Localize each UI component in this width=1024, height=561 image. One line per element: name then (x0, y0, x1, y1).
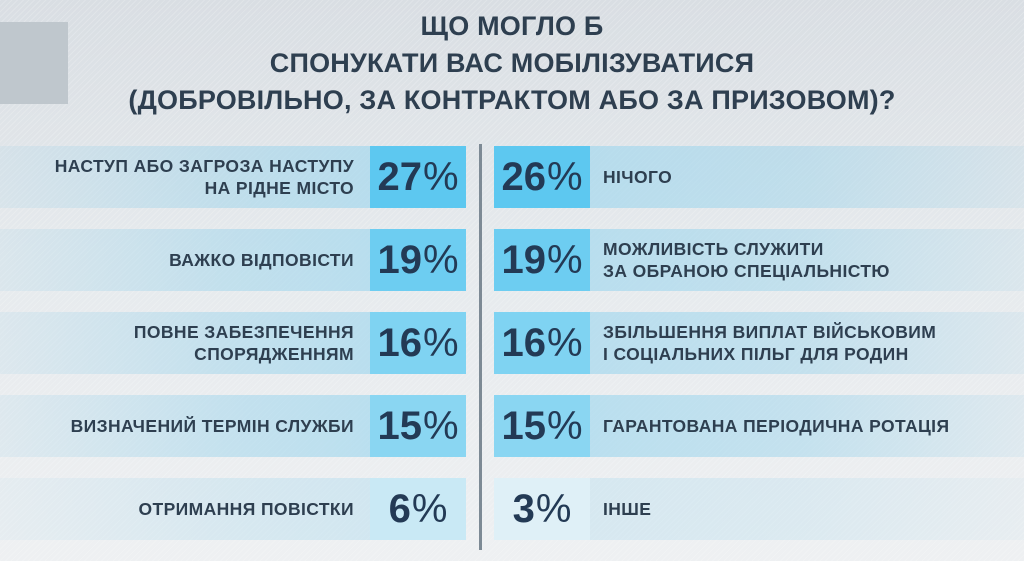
left-value: 27 (377, 154, 422, 199)
right-label-line-1: НІЧОГО (603, 167, 673, 187)
right-value-box: 19% (494, 229, 590, 291)
left-value: 16 (377, 320, 422, 365)
left-label-line-1: ОТРИМАННЯ ПОВІСТКИ (138, 499, 354, 519)
left-label: ОТРИМАННЯ ПОВІСТКИ (138, 478, 354, 540)
right-value-box: 16% (494, 312, 590, 374)
row-band-left (0, 478, 370, 540)
left-value: 15 (377, 403, 422, 448)
right-label: ІНШЕ (603, 478, 651, 540)
left-value-box: 27% (370, 146, 466, 208)
percent-sign: % (535, 486, 572, 531)
row-band-right (590, 146, 1024, 208)
row-band-right (590, 478, 1024, 540)
percent-sign: % (422, 154, 459, 199)
percent-sign: % (546, 237, 583, 282)
left-label: ВАЖКО ВІДПОВІСТИ (169, 229, 354, 291)
right-value-box: 15% (494, 395, 590, 457)
percent-sign: % (422, 320, 459, 365)
left-label-line-1: ПОВНЕ ЗАБЕЗПЕЧЕННЯ (133, 322, 354, 342)
right-label-line-1: ЗБІЛЬШЕННЯ ВИПЛАТ ВІЙСЬКОВИМ (603, 322, 937, 342)
result-row: ВАЖКО ВІДПОВІСТИ 19% 19% МОЖЛИВІСТЬ СЛУЖ… (0, 229, 1024, 291)
row-band-right (590, 229, 1024, 291)
right-label: ГАРАНТОВАНА ПЕРІОДИЧНА РОТАЦІЯ (603, 395, 949, 457)
result-row: ПОВНЕ ЗАБЕЗПЕЧЕННЯ СПОРЯДЖЕННЯМ 16% 16% … (0, 312, 1024, 374)
right-value: 16 (501, 320, 546, 365)
result-row: ОТРИМАННЯ ПОВІСТКИ 6% 3% ІНШЕ (0, 478, 1024, 540)
result-row: НАСТУП АБО ЗАГРОЗА НАСТУПУ НА РІДНЕ МІСТ… (0, 146, 1024, 208)
row-band-left (0, 312, 370, 374)
title-line-1: ЩО МОГЛО Б (420, 11, 604, 41)
right-value: 19 (501, 237, 546, 282)
title-line-3: (ДОБРОВІЛЬНО, ЗА КОНТРАКТОМ АБО ЗА ПРИЗО… (128, 85, 896, 115)
right-value: 26 (501, 154, 546, 199)
chart-title: ЩО МОГЛО Б СПОНУКАТИ ВАС МОБІЛІЗУВАТИСЯ … (0, 8, 1024, 119)
row-band-right (590, 312, 1024, 374)
right-label: ЗБІЛЬШЕННЯ ВИПЛАТ ВІЙСЬКОВИМ І СОЦІАЛЬНИ… (603, 312, 936, 374)
title-line-2: СПОНУКАТИ ВАС МОБІЛІЗУВАТИСЯ (269, 48, 755, 78)
percent-sign: % (411, 486, 448, 531)
right-label: НІЧОГО (603, 146, 672, 208)
left-label-line-1: ВИЗНАЧЕНИЙ ТЕРМІН СЛУЖБИ (70, 416, 354, 436)
percent-sign: % (546, 154, 583, 199)
left-label-line-1: ВАЖКО ВІДПОВІСТИ (169, 250, 354, 270)
left-label-line-2: НА РІДНЕ МІСТО (204, 178, 354, 198)
left-label: ПОВНЕ ЗАБЕЗПЕЧЕННЯ СПОРЯДЖЕННЯМ (134, 312, 354, 374)
row-band-left (0, 146, 370, 208)
percent-sign: % (546, 403, 583, 448)
right-label-line-1: МОЖЛИВІСТЬ СЛУЖИТИ (603, 239, 824, 259)
left-label: НАСТУП АБО ЗАГРОЗА НАСТУПУ НА РІДНЕ МІСТ… (55, 146, 354, 208)
row-band-left (0, 229, 370, 291)
percent-sign: % (422, 237, 459, 282)
left-label: ВИЗНАЧЕНИЙ ТЕРМІН СЛУЖБИ (71, 395, 354, 457)
percent-sign: % (422, 403, 459, 448)
right-value: 15 (501, 403, 546, 448)
left-value: 19 (377, 237, 422, 282)
left-label-line-2: СПОРЯДЖЕННЯМ (194, 344, 354, 364)
result-row: ВИЗНАЧЕНИЙ ТЕРМІН СЛУЖБИ 15% 15% ГАРАНТО… (0, 395, 1024, 457)
percent-sign: % (546, 320, 583, 365)
left-value: 6 (388, 486, 411, 531)
left-label-line-1: НАСТУП АБО ЗАГРОЗА НАСТУПУ (54, 156, 354, 176)
left-value-box: 19% (370, 229, 466, 291)
right-label-line-2: І СОЦІАЛЬНИХ ПІЛЬГ ДЛЯ РОДИН (603, 344, 909, 364)
left-value-box: 15% (370, 395, 466, 457)
right-value-box: 3% (494, 478, 590, 540)
center-divider (479, 144, 482, 550)
row-band-right (590, 395, 1024, 457)
right-label-line-1: ІНШЕ (603, 499, 652, 519)
left-value-box: 6% (370, 478, 466, 540)
right-label-line-1: ГАРАНТОВАНА ПЕРІОДИЧНА РОТАЦІЯ (603, 416, 950, 436)
row-band-left (0, 395, 370, 457)
right-label-line-2: ЗА ОБРАНОЮ СПЕЦІАЛЬНІСТЮ (603, 261, 890, 281)
left-value-box: 16% (370, 312, 466, 374)
right-value: 3 (512, 486, 535, 531)
blurred-logo-block (0, 22, 68, 104)
right-label: МОЖЛИВІСТЬ СЛУЖИТИ ЗА ОБРАНОЮ СПЕЦІАЛЬНІ… (603, 229, 890, 291)
right-value-box: 26% (494, 146, 590, 208)
